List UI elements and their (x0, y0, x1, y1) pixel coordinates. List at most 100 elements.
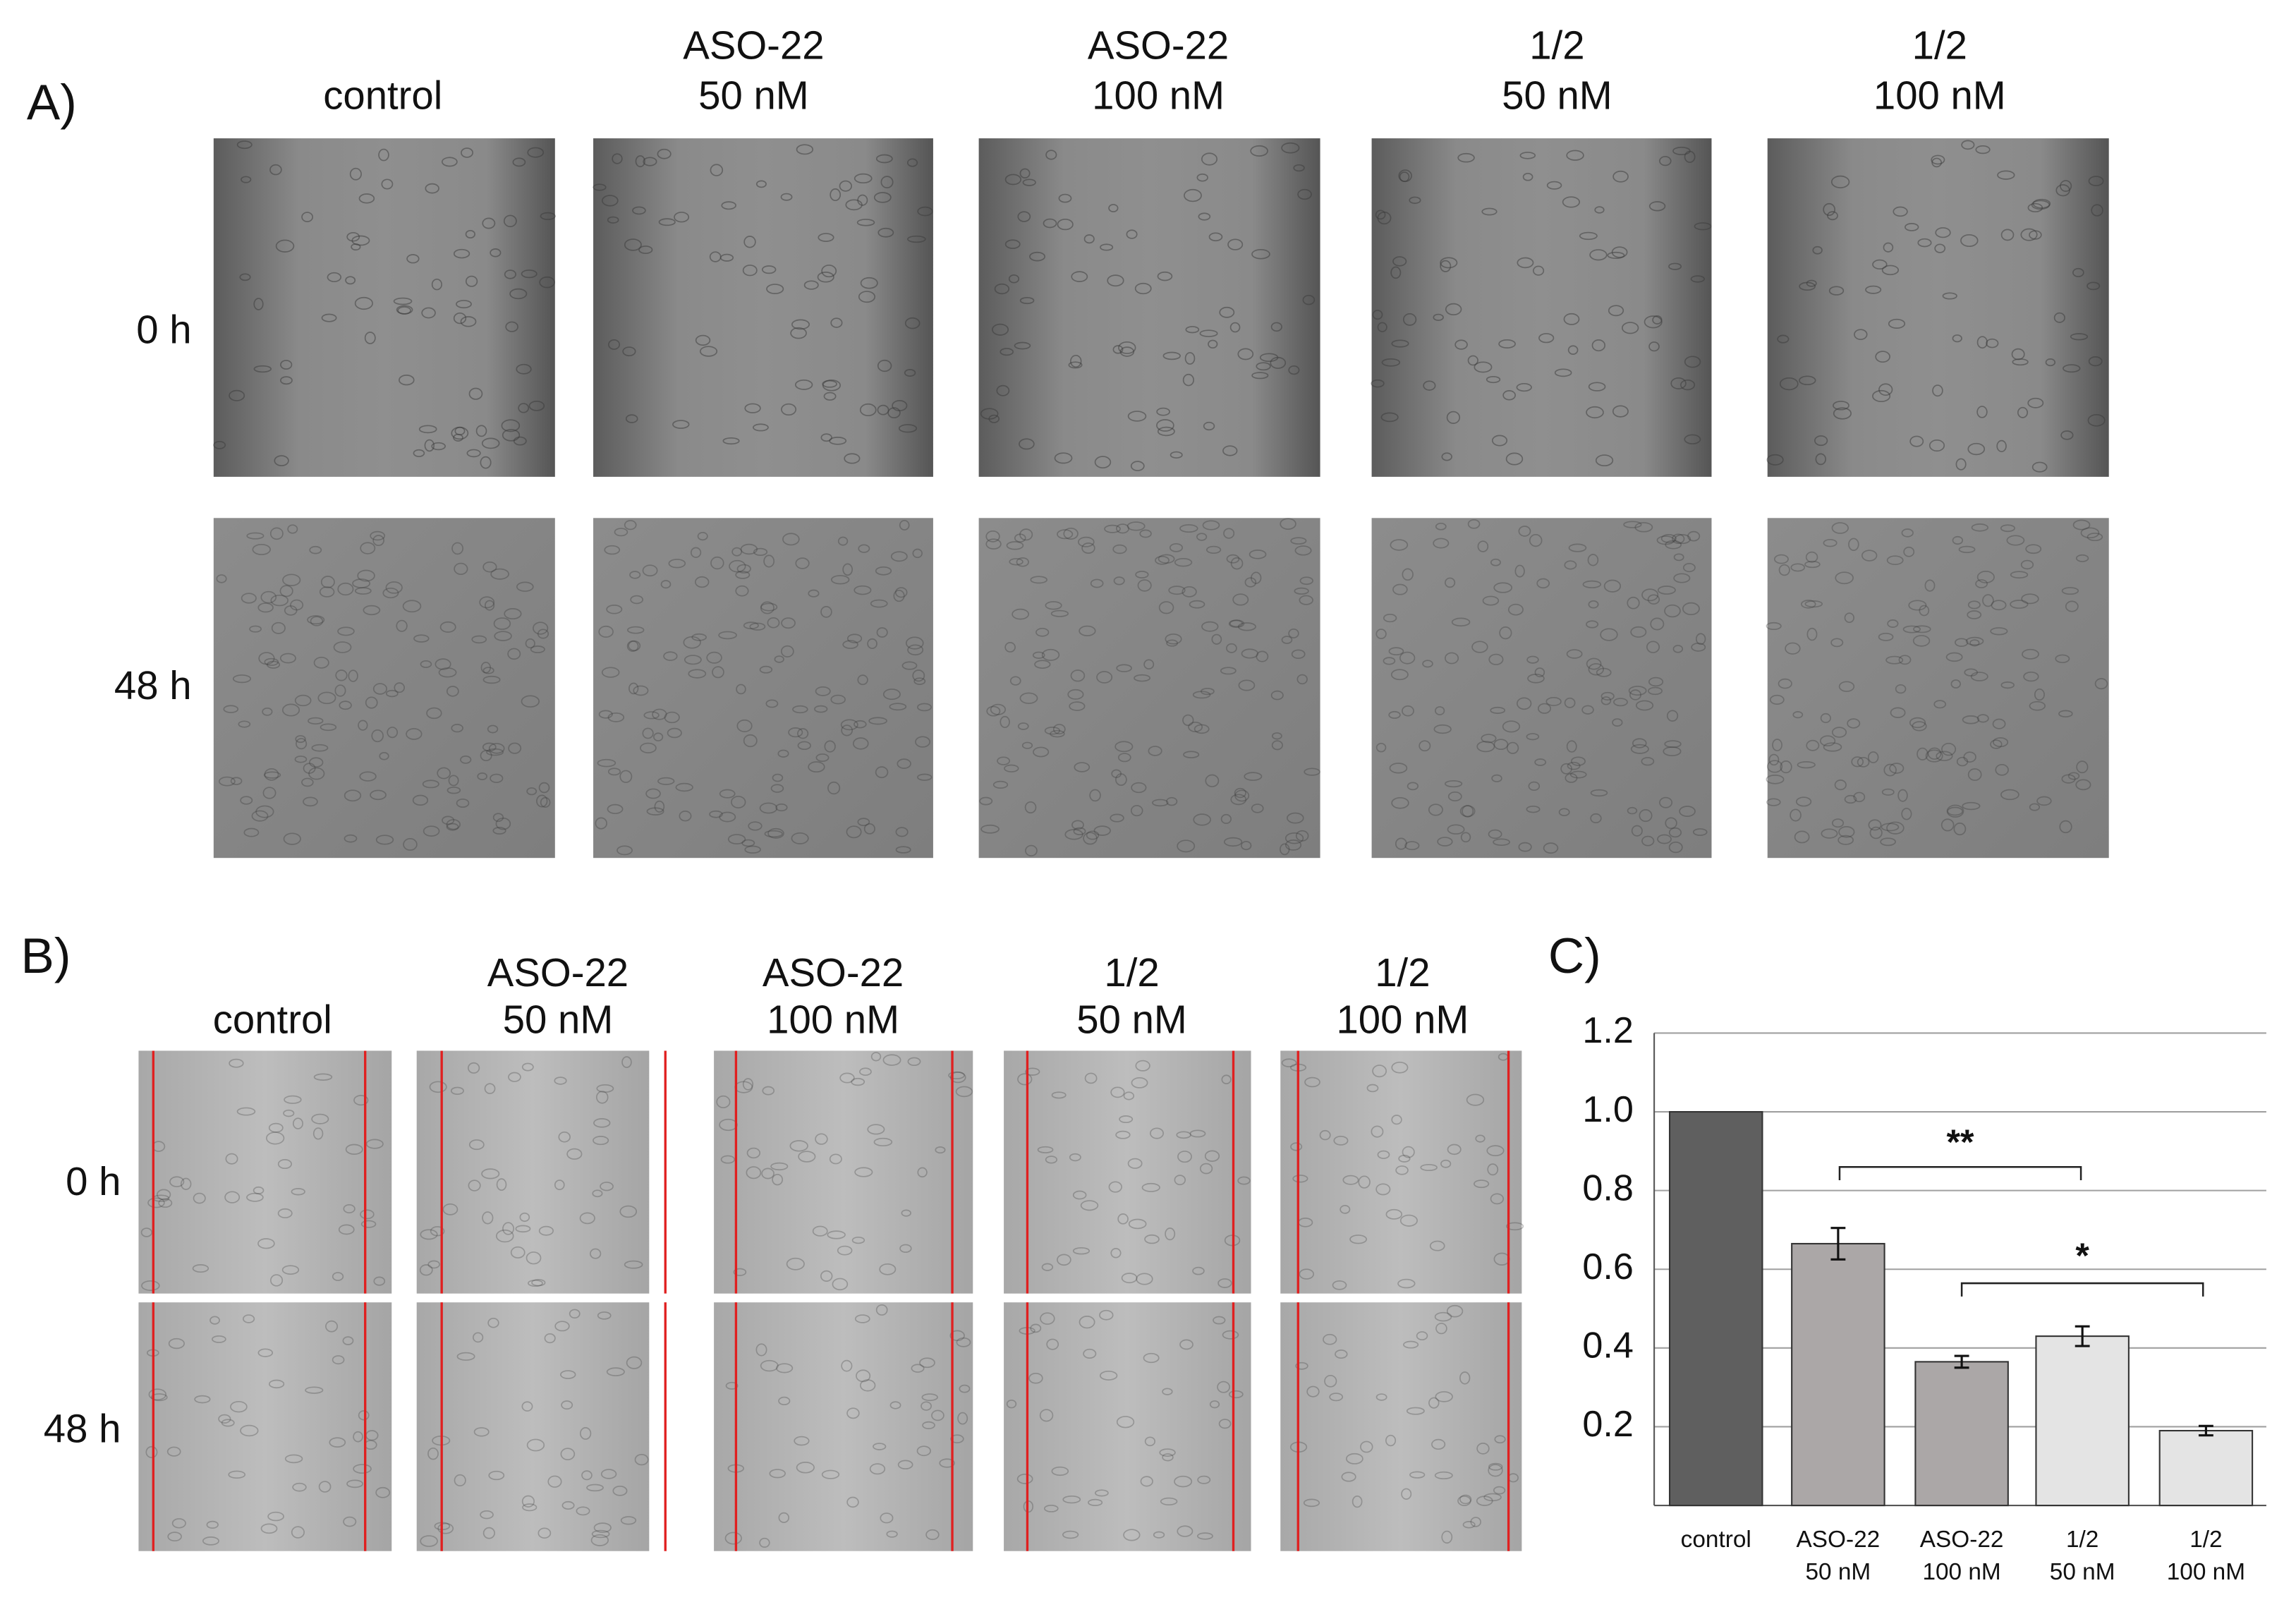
cell (2063, 364, 2081, 373)
micrograph (1280, 1302, 1522, 1551)
cell (1375, 742, 1387, 753)
cell (911, 1364, 925, 1373)
cell (1040, 1312, 1055, 1325)
cell (270, 594, 288, 607)
cell (1668, 842, 1683, 854)
y-tick-label: 1.2 (1582, 1010, 1633, 1051)
cell (774, 655, 784, 663)
cell (1865, 285, 1882, 294)
cell (269, 527, 284, 540)
cell (633, 685, 649, 696)
cell (370, 789, 387, 801)
cell (141, 1280, 160, 1291)
cell (427, 1260, 440, 1269)
cell (1188, 721, 1203, 732)
cell (2055, 654, 2070, 663)
cell (1594, 206, 1605, 214)
cell (777, 749, 789, 758)
cell (1222, 445, 1238, 456)
cell (638, 245, 653, 255)
cell (484, 1083, 496, 1094)
cell (815, 753, 830, 762)
cell (1204, 1150, 1220, 1162)
cell (1329, 1393, 1344, 1402)
cell (830, 188, 842, 201)
cell (759, 802, 778, 814)
cell (791, 832, 809, 844)
cell (424, 439, 435, 452)
cell (2061, 774, 2076, 784)
cell (318, 1481, 332, 1493)
cell (1462, 1521, 1476, 1529)
column-label: 50 nM (503, 997, 614, 1042)
cell (224, 1191, 241, 1203)
cell (1982, 594, 1994, 607)
cell (1249, 550, 1267, 559)
cell (253, 298, 264, 310)
cell (429, 1081, 447, 1093)
cell (626, 640, 639, 652)
cell (1017, 211, 1031, 222)
cell (675, 782, 693, 792)
cell (2060, 180, 2072, 192)
cell (518, 403, 530, 413)
cell (1014, 341, 1031, 350)
micrograph (213, 518, 555, 859)
cell (492, 813, 504, 823)
cell (869, 1463, 886, 1475)
cell (307, 615, 325, 625)
cell (657, 148, 672, 159)
cell (1127, 411, 1147, 422)
cell (1201, 152, 1218, 166)
cell (1905, 223, 1919, 231)
cell (683, 636, 701, 649)
cell (1481, 734, 1497, 744)
cell (280, 376, 293, 385)
cell (1799, 375, 1816, 386)
cell (481, 1168, 500, 1180)
cell (301, 777, 314, 787)
cell (1946, 804, 1964, 818)
cell (1241, 840, 1252, 851)
cell (1491, 435, 1508, 447)
cell (1008, 274, 1020, 284)
cell (949, 1072, 966, 1084)
cell (1016, 1474, 1033, 1484)
cell (597, 1311, 612, 1320)
cell (875, 154, 893, 164)
cell (1888, 318, 1906, 329)
cell (621, 1056, 632, 1069)
cell (1416, 1331, 1428, 1341)
cell (521, 1062, 534, 1072)
cell (1043, 1504, 1059, 1512)
cell (1228, 619, 1245, 629)
cell (251, 810, 269, 822)
cell (1004, 764, 1019, 772)
cell (2010, 600, 2029, 609)
cell (695, 334, 711, 346)
cell (1372, 310, 1383, 320)
cell (887, 407, 901, 418)
cell (453, 312, 467, 325)
cell (1179, 524, 1198, 533)
cell (1971, 523, 1988, 532)
cell (1230, 557, 1244, 570)
cell (1134, 282, 1152, 295)
cell (917, 206, 933, 217)
cell (764, 830, 783, 838)
cell (387, 727, 399, 739)
cell (1956, 756, 1969, 767)
cell (468, 387, 483, 400)
cell (660, 580, 672, 589)
cell (156, 1189, 171, 1201)
cell (354, 296, 373, 310)
cell (1646, 641, 1660, 653)
column-label: 50 nM (1502, 73, 1612, 118)
cell (378, 148, 389, 162)
cell (1934, 243, 1946, 253)
cell (1009, 558, 1024, 566)
cell (530, 645, 545, 653)
cell (431, 278, 442, 291)
cell (2000, 524, 2015, 533)
cell (1184, 188, 1202, 202)
